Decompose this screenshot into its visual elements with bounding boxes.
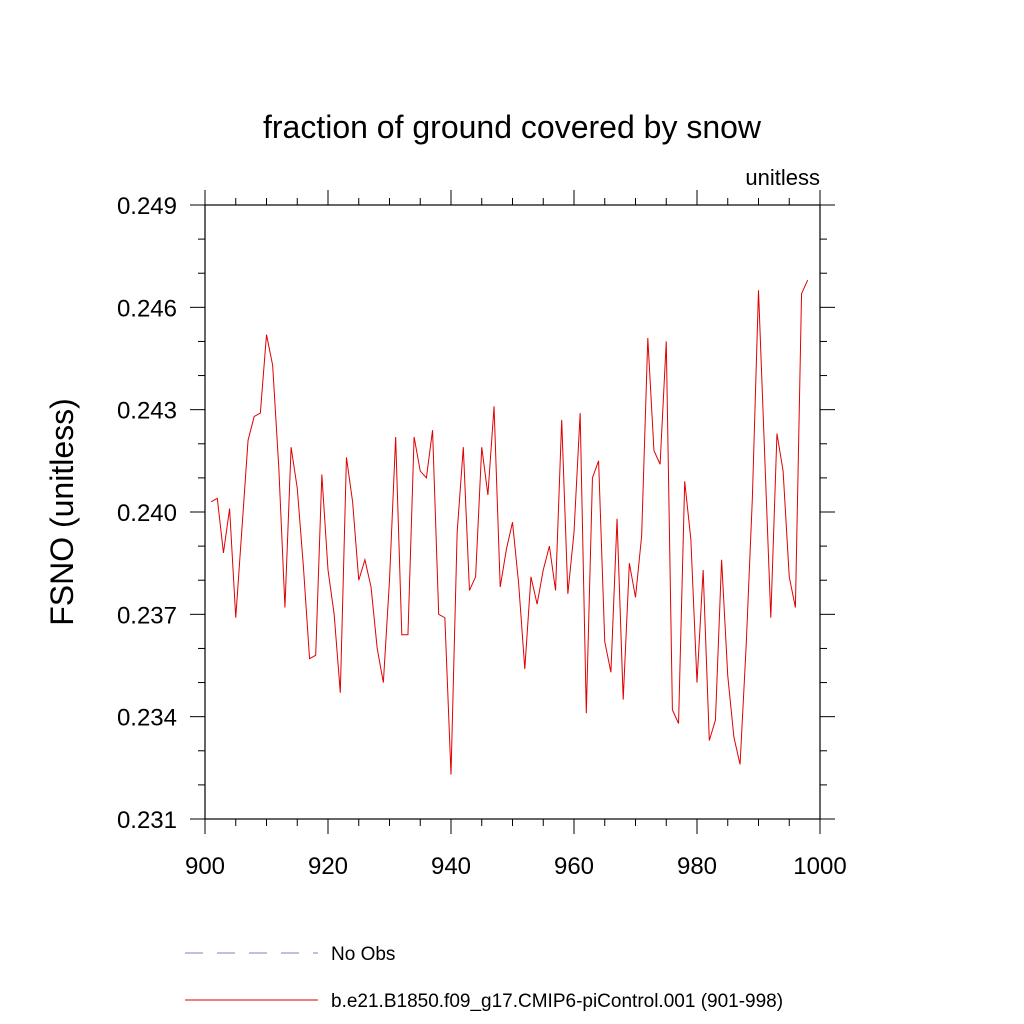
series-layer	[210, 279, 809, 775]
plot-frame	[204, 204, 821, 820]
y-tick-label: 0.243	[117, 398, 177, 425]
x-tick-label: 960	[554, 853, 594, 880]
y-axis-label: FSNO (unitless)	[44, 398, 80, 626]
x-axis: 900 920 940 960 980 1000	[185, 190, 847, 880]
y-axis: 0.231 0.234 0.237 0.240 0.243 0.246 0.249	[117, 193, 835, 834]
plot-area-border	[204, 204, 821, 820]
series-line-1	[210, 279, 809, 775]
legend: No Obs b.e21.B1850.f09_g17.CMIP6-piContr…	[185, 944, 783, 1012]
x-tick-label: 980	[677, 853, 717, 880]
y-tick-label: 0.240	[117, 500, 177, 527]
units-label: unitless	[745, 165, 820, 190]
y-tick-label: 0.234	[117, 705, 177, 732]
y-tick-label: 0.246	[117, 295, 177, 322]
y-tick-label: 0.231	[117, 807, 177, 834]
y-tick-label: 0.249	[117, 193, 177, 220]
x-tick-label: 1000	[793, 853, 846, 880]
x-tick-label: 940	[431, 853, 471, 880]
x-tick-label: 900	[185, 853, 225, 880]
y-tick-label: 0.237	[117, 602, 177, 629]
legend-label-picontrol: b.e21.B1850.f09_g17.CMIP6-piControl.001 …	[331, 991, 783, 1012]
x-tick-label: 920	[308, 853, 348, 880]
legend-label-no-obs: No Obs	[331, 944, 395, 965]
chart-title: fraction of ground covered by snow	[263, 109, 762, 145]
